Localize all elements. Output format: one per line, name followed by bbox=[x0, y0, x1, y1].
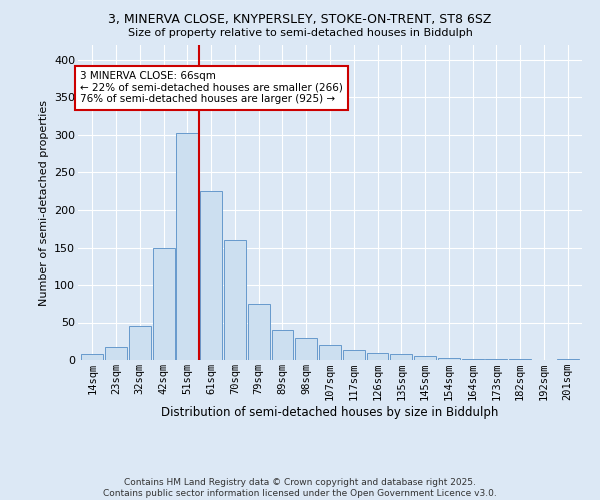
X-axis label: Distribution of semi-detached houses by size in Biddulph: Distribution of semi-detached houses by … bbox=[161, 406, 499, 419]
Bar bbox=[248, 304, 269, 360]
Bar bbox=[343, 350, 365, 360]
Y-axis label: Number of semi-detached properties: Number of semi-detached properties bbox=[38, 100, 49, 306]
Bar bbox=[485, 359, 508, 360]
Bar bbox=[414, 356, 436, 360]
Bar bbox=[462, 358, 484, 360]
Text: 3, MINERVA CLOSE, KNYPERSLEY, STOKE-ON-TRENT, ST8 6SZ: 3, MINERVA CLOSE, KNYPERSLEY, STOKE-ON-T… bbox=[109, 12, 491, 26]
Text: Size of property relative to semi-detached houses in Biddulph: Size of property relative to semi-detach… bbox=[128, 28, 472, 38]
Bar bbox=[129, 326, 151, 360]
Bar bbox=[272, 330, 293, 360]
Bar bbox=[176, 134, 198, 360]
Bar bbox=[391, 354, 412, 360]
Text: 3 MINERVA CLOSE: 66sqm
← 22% of semi-detached houses are smaller (266)
76% of se: 3 MINERVA CLOSE: 66sqm ← 22% of semi-det… bbox=[80, 71, 343, 104]
Bar bbox=[224, 240, 246, 360]
Bar bbox=[438, 358, 460, 360]
Bar bbox=[82, 354, 103, 360]
Bar bbox=[105, 346, 127, 360]
Bar bbox=[152, 248, 175, 360]
Bar bbox=[367, 352, 388, 360]
Bar bbox=[295, 338, 317, 360]
Bar bbox=[557, 358, 578, 360]
Text: Contains HM Land Registry data © Crown copyright and database right 2025.
Contai: Contains HM Land Registry data © Crown c… bbox=[103, 478, 497, 498]
Bar bbox=[509, 359, 531, 360]
Bar bbox=[200, 191, 222, 360]
Bar bbox=[319, 345, 341, 360]
